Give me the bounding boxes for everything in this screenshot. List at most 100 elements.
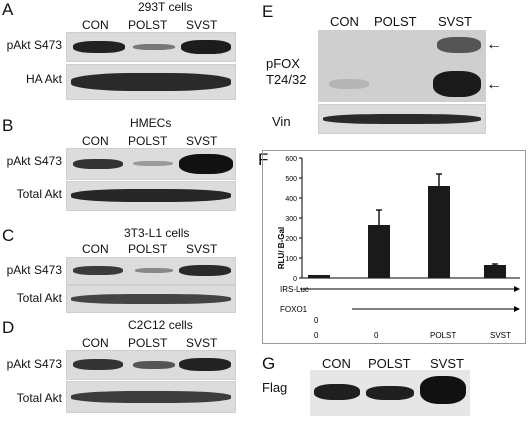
arrow-head bbox=[514, 286, 520, 292]
band bbox=[71, 73, 231, 91]
panel-d-blot-2 bbox=[66, 381, 236, 413]
panel-g-col-polst: POLST bbox=[368, 356, 411, 371]
band bbox=[420, 376, 466, 404]
row3-label: SVST bbox=[490, 331, 511, 340]
band bbox=[71, 189, 231, 202]
panel-a-title: 293T cells bbox=[138, 0, 193, 14]
band bbox=[73, 359, 123, 370]
panel-c-col-con: CON bbox=[82, 242, 109, 256]
y-tick-label: 200 bbox=[285, 236, 297, 243]
y-tick-label: 0 bbox=[293, 276, 297, 283]
band bbox=[314, 384, 360, 400]
band bbox=[73, 41, 125, 53]
panel-c-letter: C bbox=[2, 226, 15, 245]
y-tick-label: 100 bbox=[285, 256, 297, 263]
band bbox=[133, 161, 173, 166]
y-tick-label: 400 bbox=[285, 196, 297, 203]
panel-e-row-t2432: T24/32 bbox=[266, 72, 307, 87]
panel-e-col-con: CON bbox=[330, 14, 359, 29]
band bbox=[71, 294, 231, 304]
band bbox=[179, 358, 231, 371]
panel-e-blot-2 bbox=[318, 104, 486, 134]
arrow-icon: ← bbox=[486, 76, 502, 93]
panel-f-letter: F bbox=[258, 150, 269, 169]
bar bbox=[368, 225, 390, 278]
panel-b-col-svst: SVST bbox=[186, 134, 218, 148]
bar bbox=[484, 265, 506, 278]
y-tick-label: 600 bbox=[285, 156, 297, 163]
band bbox=[73, 266, 123, 275]
panel-e-col-svst: SVST bbox=[438, 14, 472, 29]
panel-a-blot-1 bbox=[66, 32, 236, 62]
band bbox=[73, 159, 123, 169]
panel-g-blot bbox=[310, 370, 470, 416]
panel-d-col-con: CON bbox=[82, 336, 109, 350]
panel-c-col-polst: POLST bbox=[128, 242, 168, 256]
panel-b-row-2: Total Akt bbox=[16, 187, 62, 201]
panel-d-blot-1 bbox=[66, 350, 236, 380]
arrow-head bbox=[514, 306, 520, 312]
panel-b-row-1: pAkt S473 bbox=[6, 154, 62, 168]
panel-c-row-2: Total Akt bbox=[16, 291, 62, 305]
bar-chart: RLU/ B-Gal 0 100 200 300 400 500 600 IRS-Luc F… bbox=[277, 156, 520, 340]
panel-g-letter: G bbox=[262, 354, 276, 373]
row1-label: IRS-Luc bbox=[280, 285, 309, 294]
band bbox=[179, 265, 231, 276]
chart-frame bbox=[262, 150, 526, 344]
panel-e-col-polst: POLST bbox=[374, 14, 417, 29]
panel-b-title: HMECs bbox=[130, 116, 172, 130]
panel-a-row-2: HA Akt bbox=[25, 72, 62, 86]
row3-label: 0 bbox=[314, 331, 319, 340]
y-axis-label: RLU/ B-Gal bbox=[277, 227, 286, 269]
panel-c-blot-2 bbox=[66, 285, 236, 313]
row2-label: FOXO1 bbox=[280, 305, 308, 314]
band bbox=[366, 386, 414, 400]
band bbox=[181, 40, 231, 54]
row3-label: POLST bbox=[430, 331, 456, 340]
bar bbox=[428, 186, 450, 278]
panel-b-letter: B bbox=[2, 116, 14, 135]
panel-b-blot-2 bbox=[66, 181, 236, 211]
panel-b-blot-1 bbox=[66, 148, 236, 180]
band bbox=[433, 71, 481, 97]
y-tick-label: 500 bbox=[285, 176, 297, 183]
panel-a-letter: A bbox=[2, 0, 14, 19]
panel-g-col-svst: SVST bbox=[430, 356, 464, 371]
bar bbox=[308, 275, 330, 278]
panel-a-col-con: CON bbox=[82, 18, 109, 32]
panel-g-row-flag: Flag bbox=[262, 380, 288, 395]
band bbox=[323, 114, 481, 124]
panel-e-row-vin: Vin bbox=[272, 114, 291, 129]
band bbox=[133, 361, 175, 369]
band bbox=[71, 391, 231, 403]
panel-d-row-2: Total Akt bbox=[16, 391, 62, 405]
band bbox=[437, 37, 481, 53]
panel-b-col-polst: POLST bbox=[128, 134, 168, 148]
band bbox=[133, 44, 175, 50]
panel-g-col-con: CON bbox=[322, 356, 351, 371]
band bbox=[179, 154, 233, 174]
panel-d-col-svst: SVST bbox=[186, 336, 218, 350]
row3-label: 0 bbox=[374, 331, 379, 340]
band bbox=[329, 79, 369, 89]
y-tick-label: 300 bbox=[285, 216, 297, 223]
panel-e-blot-1 bbox=[318, 30, 486, 102]
panel-c-row-1: pAkt S473 bbox=[6, 263, 62, 277]
panel-a-col-svst: SVST bbox=[186, 18, 218, 32]
panel-a-col-polst: POLST bbox=[128, 18, 168, 32]
panel-c-title: 3T3-L1 cells bbox=[124, 226, 190, 240]
panel-b-col-con: CON bbox=[82, 134, 109, 148]
panel-d-col-polst: POLST bbox=[128, 336, 168, 350]
row2-first: 0 bbox=[314, 316, 319, 325]
panel-a-blot-2 bbox=[66, 64, 236, 100]
panel-c-col-svst: SVST bbox=[186, 242, 218, 256]
panel-d-row-1: pAkt S473 bbox=[6, 357, 62, 371]
band bbox=[135, 268, 173, 273]
panel-a-row-1: pAkt S473 bbox=[6, 38, 62, 52]
panel-d-letter: D bbox=[2, 318, 15, 337]
panel-e-row-pfox: pFOX bbox=[266, 56, 300, 71]
panel-e-letter: E bbox=[262, 2, 274, 21]
panel-d-title: C2C12 cells bbox=[128, 318, 193, 332]
panel-c-blot-1 bbox=[66, 257, 236, 285]
arrow-icon: ← bbox=[486, 36, 502, 53]
